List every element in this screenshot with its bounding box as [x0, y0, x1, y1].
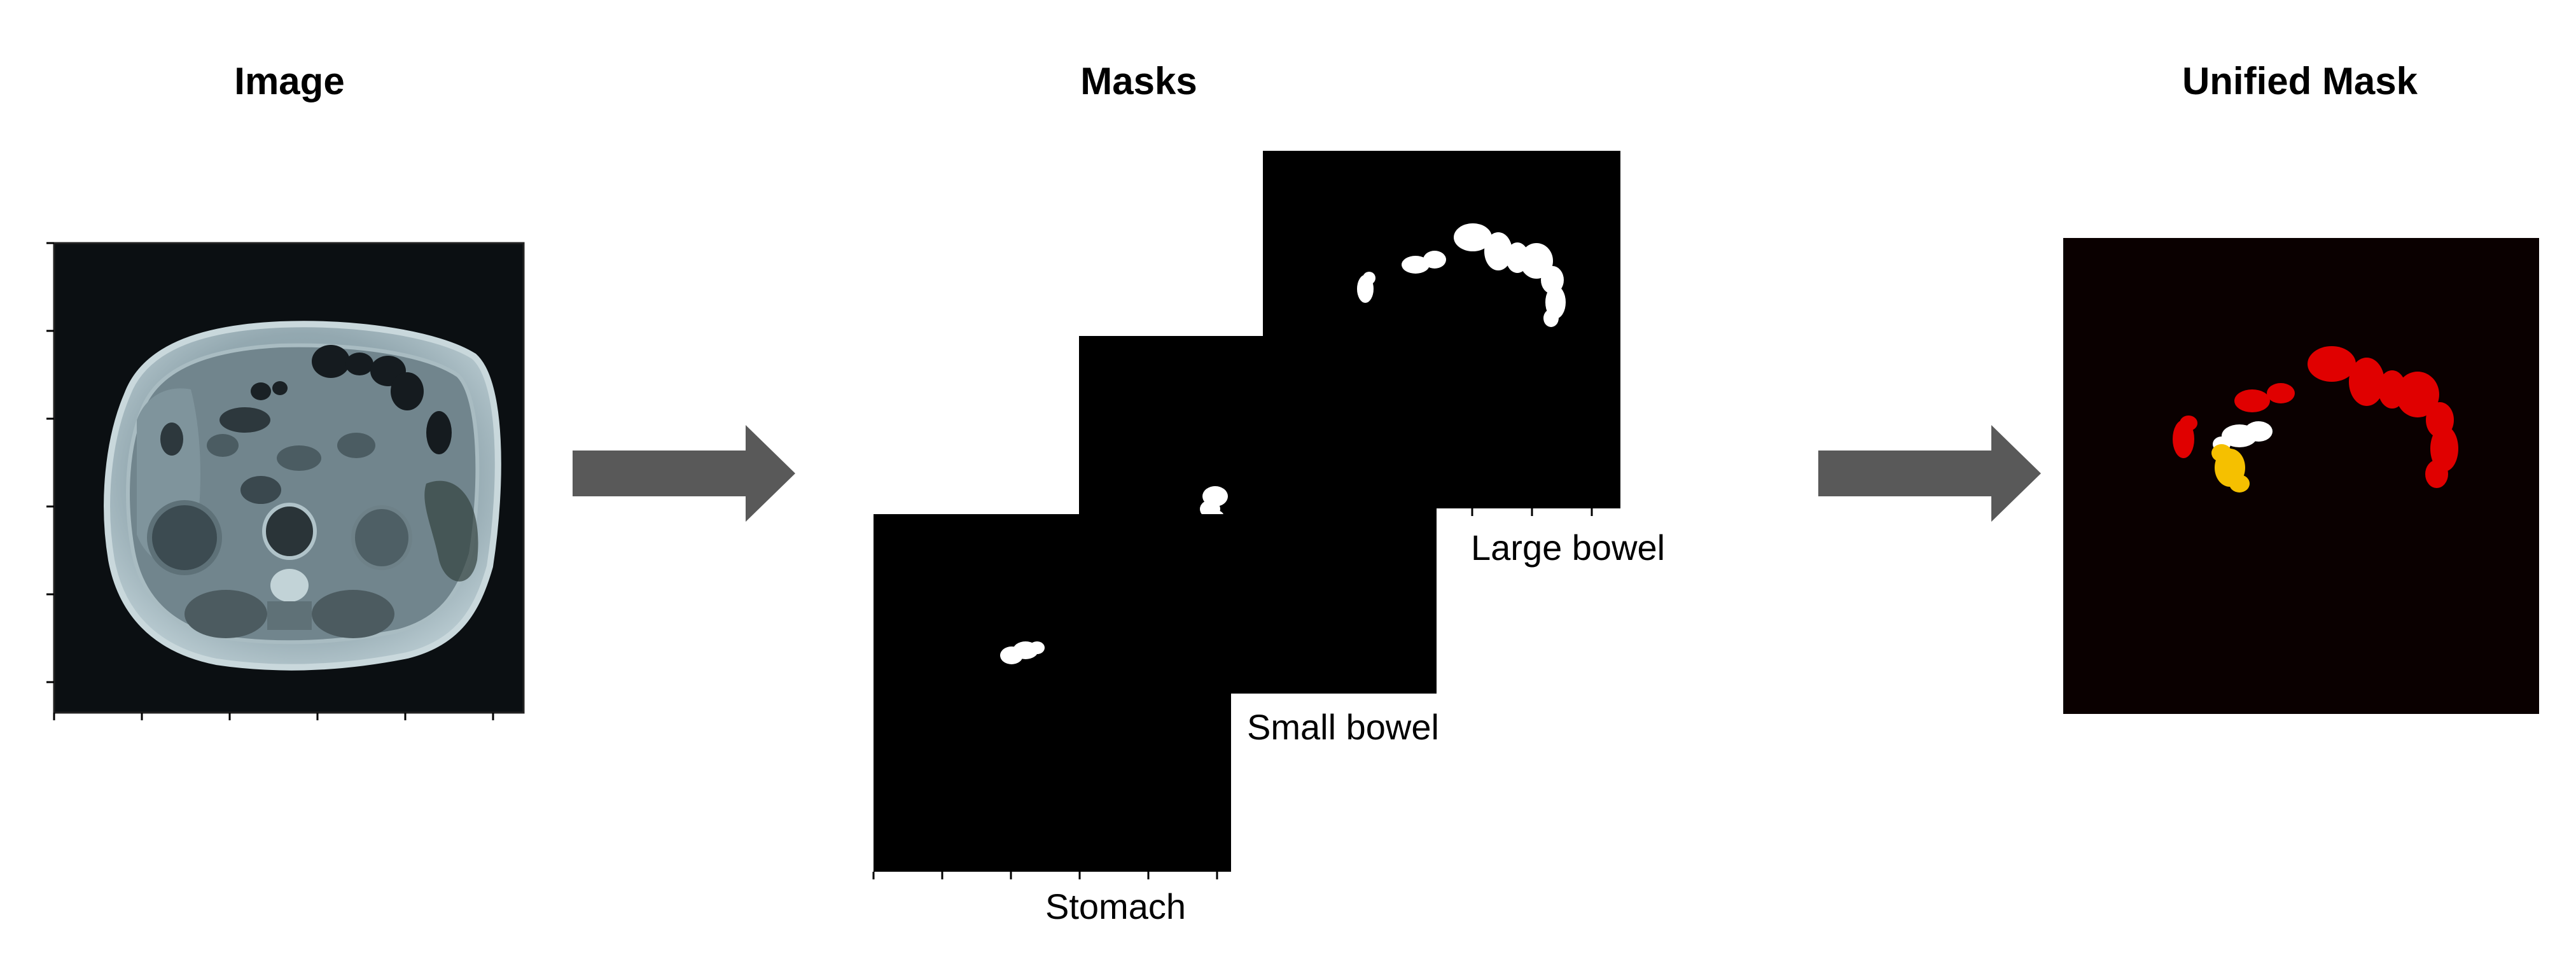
unified-mask-title: Unified Mask — [2182, 60, 2418, 102]
masks-title: Masks — [1080, 60, 1197, 102]
large-bowel-label: Large bowel — [1471, 527, 1666, 568]
mri-image — [46, 242, 525, 720]
stomach-mask — [872, 514, 1231, 879]
image-title: Image — [234, 60, 345, 102]
large-bowel-mask — [1263, 151, 1620, 516]
unified-mask — [2063, 238, 2539, 714]
arrow-right-icon — [573, 425, 795, 522]
stomach-label: Stomach — [1045, 886, 1186, 926]
small-bowel-label: Small bowel — [1247, 707, 1439, 747]
arrow-right-icon — [1818, 425, 2041, 522]
